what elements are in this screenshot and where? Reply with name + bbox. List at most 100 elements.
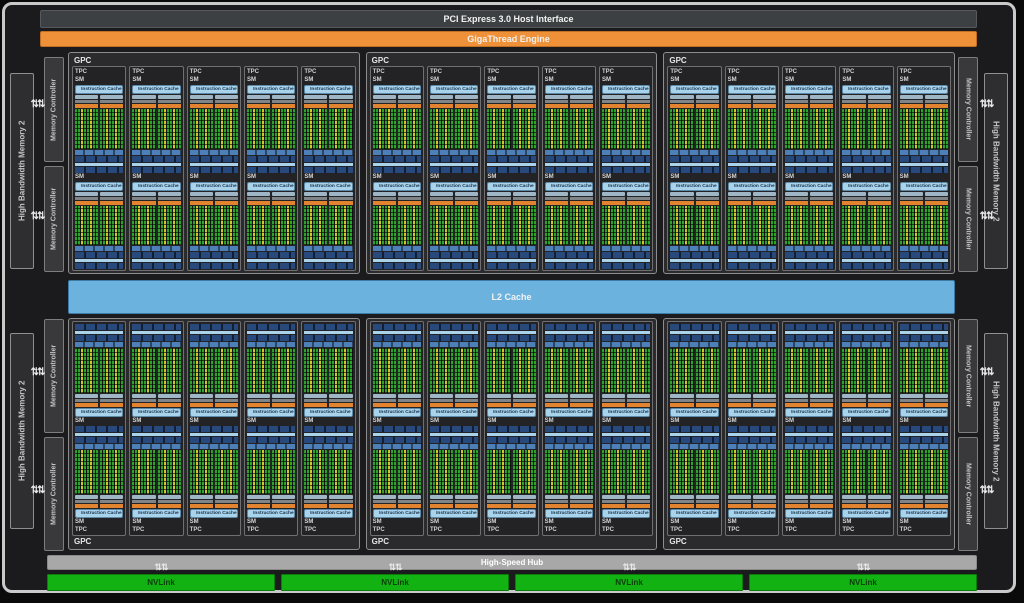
warp-scheduler-bar (455, 191, 479, 196)
load-store-unit-bar (132, 246, 181, 251)
register-file-bar (397, 500, 422, 503)
instruction-cache-bar: Instruction Cache (132, 509, 181, 518)
register-file-bar (842, 100, 866, 103)
register-file-bar (785, 500, 809, 503)
processing-block (924, 393, 948, 407)
l1-cache-bar (75, 331, 124, 334)
warp-scheduler-bar (544, 191, 568, 196)
processing-blocks (601, 191, 651, 205)
core-grids (727, 109, 777, 149)
sm-label: SM (670, 417, 680, 424)
cuda-core-grid (430, 348, 454, 393)
processing-block (430, 95, 454, 108)
texture-unit-bar (601, 252, 651, 258)
instruction-cache-text: Instruction Cache (493, 183, 534, 188)
register-file-bar (544, 398, 568, 402)
warp-scheduler-bar (455, 95, 479, 99)
dispatch-unit-bar (100, 504, 124, 508)
cuda-core-grid (75, 205, 99, 245)
tpc-block: TPC SM Instruction Cache SM Instruction Cach… (782, 66, 837, 271)
instruction-cache-bar: Instruction Cache (670, 509, 719, 518)
l1-cache-bar (842, 331, 891, 334)
warp-scheduler-bar (601, 495, 626, 499)
cuda-core-grid (272, 348, 296, 393)
processing-block (132, 95, 156, 108)
register-file-bar (157, 500, 181, 503)
register-file-bar (75, 500, 99, 503)
dispatch-unit-bar (272, 402, 296, 407)
tpc-row: TPC SM Instruction Cache SM Instruction Cach… (369, 321, 654, 536)
sm-block: SM Instruction Cache (544, 323, 593, 425)
register-file-bar (899, 500, 923, 503)
dispatch-unit-bar (272, 104, 296, 108)
core-grids (372, 449, 422, 494)
instruction-cache-bar: Instruction Cache (430, 407, 479, 417)
register-file-bar (214, 196, 238, 200)
dispatch-unit-bar (785, 104, 809, 108)
instruction-cache-text: Instruction Cache (848, 510, 889, 516)
bidirectional-arrows-icon: ⇅⇅ (30, 367, 46, 378)
instruction-cache-bar: Instruction Cache (372, 85, 421, 94)
instruction-cache-bar: Instruction Cache (727, 181, 776, 191)
warp-scheduler-bar (569, 495, 593, 499)
dispatch-unit-bar (544, 402, 568, 407)
processing-block (100, 495, 124, 508)
texture-unit-bar (544, 335, 593, 341)
instruction-cache-text: Instruction Cache (138, 510, 179, 516)
instruction-cache-bar: Instruction Cache (785, 509, 834, 518)
cuda-core-grid (785, 348, 809, 393)
core-grids (899, 348, 948, 393)
instruction-cache-text: Instruction Cache (493, 409, 534, 414)
cuda-core-grid (544, 348, 568, 393)
processing-block (455, 95, 479, 108)
processing-block (246, 393, 271, 407)
register-file-bar (272, 196, 296, 200)
texture-unit-bar (601, 155, 651, 162)
processing-blocks (132, 393, 181, 407)
cuda-core-grid (512, 109, 536, 149)
sm-block: SM Instruction Cache (75, 173, 124, 269)
dispatch-unit-bar (512, 200, 536, 205)
texture-unit-bar (842, 335, 891, 341)
cuda-core-grid (899, 109, 923, 149)
warp-scheduler-bar (157, 191, 181, 196)
sm-block: SM Instruction Cache (670, 173, 719, 269)
cuda-core-grid (512, 449, 536, 494)
texture-unit-bar (246, 324, 296, 330)
texture-unit-bar (246, 263, 296, 269)
l1-cache-bar (189, 162, 238, 166)
memory-controller-bar: Memory Controller (958, 437, 978, 551)
instruction-cache-text: Instruction Cache (81, 510, 122, 516)
dispatch-unit-bar (924, 402, 948, 407)
register-file-bar (842, 500, 866, 503)
l1-cache-bar (727, 162, 776, 166)
tpc-label: TPC (75, 527, 87, 533)
core-grids (189, 449, 238, 494)
tpc-label: TPC (189, 69, 202, 75)
sm-block: SM Instruction Cache (842, 76, 891, 173)
tpc-label: TPC (487, 69, 500, 75)
dispatch-unit-bar (544, 200, 568, 205)
processing-block (75, 393, 99, 407)
cuda-core-grid (329, 205, 353, 245)
register-file-bar (189, 100, 213, 103)
dispatch-unit-bar (100, 104, 124, 108)
texture-unit-bar (601, 335, 651, 341)
instruction-cache-text: Instruction Cache (905, 183, 947, 188)
instruction-cache-bar: Instruction Cache (727, 85, 776, 94)
texture-unit-bar (430, 436, 479, 443)
pci-express-host-interface-bar: PCI Express 3.0 Host Interface (40, 10, 977, 28)
sm-block: SM Instruction Cache (430, 173, 479, 269)
sm-label: SM (487, 77, 497, 83)
dispatch-unit-bar (810, 200, 834, 205)
core-grids (601, 205, 651, 245)
tpc-block: TPC SM Instruction Cache SM Instruction Cach… (369, 321, 424, 536)
instruction-cache-bar: Instruction Cache (372, 407, 421, 417)
dispatch-unit-bar (899, 200, 923, 205)
sm-block: SM Instruction Cache (75, 76, 124, 173)
cuda-core-grid (601, 449, 626, 494)
instruction-cache-bar: Instruction Cache (132, 181, 181, 191)
memory-controller-bar: Memory Controller (44, 319, 64, 433)
processing-block (329, 495, 353, 508)
texture-unit-bar (304, 436, 353, 443)
